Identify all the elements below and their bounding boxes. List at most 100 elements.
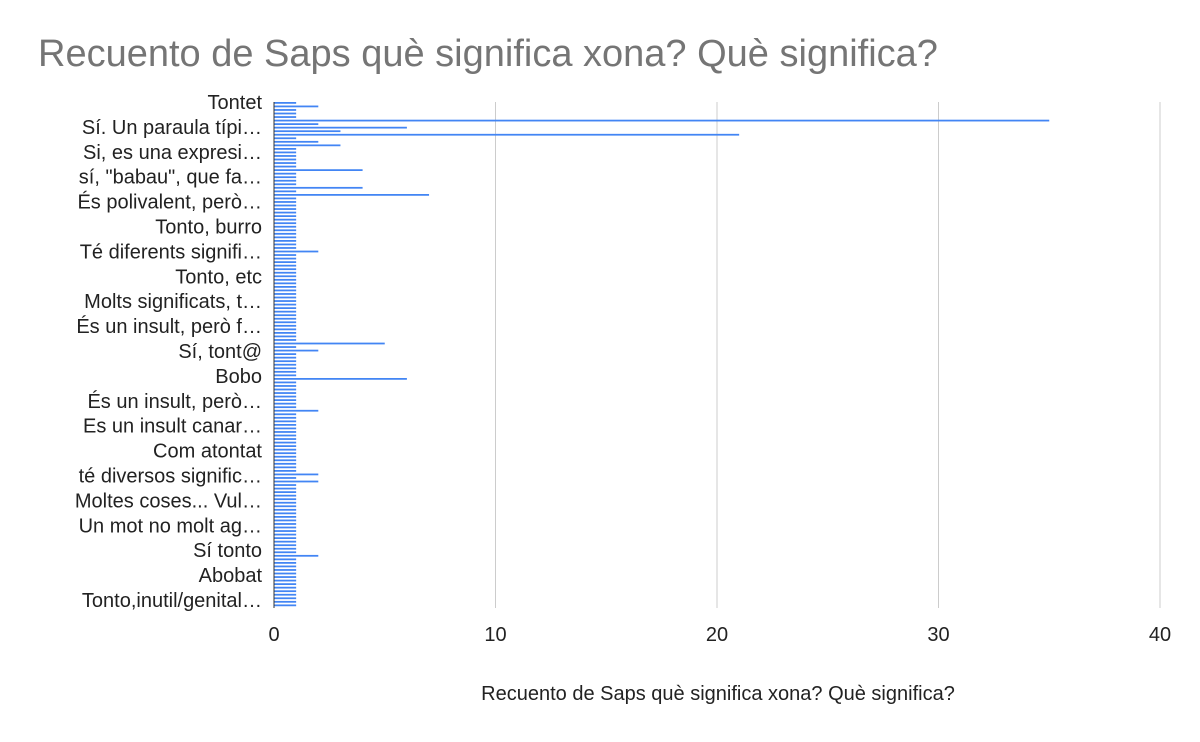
bar-81 xyxy=(274,388,297,391)
category-label-9: És un insult, però f… xyxy=(76,315,262,338)
bar-119 xyxy=(274,523,297,525)
bar-68 xyxy=(274,342,385,345)
bar-67 xyxy=(274,339,297,341)
bar-6 xyxy=(274,123,319,125)
category-label-18: Sí tonto xyxy=(193,540,262,562)
bar-25 xyxy=(274,190,297,193)
bar-112 xyxy=(274,498,297,501)
bar-106 xyxy=(274,477,297,479)
bar-93 xyxy=(274,431,297,433)
bar-44 xyxy=(274,257,297,260)
bar-82 xyxy=(274,392,297,394)
bar-136 xyxy=(274,583,297,585)
bar-128 xyxy=(274,554,319,557)
bar-76 xyxy=(274,370,297,373)
category-label-13: Es un insult canar… xyxy=(83,416,262,438)
bar-137 xyxy=(274,586,297,589)
category-label-14: Com atontat xyxy=(153,441,262,463)
x-axis-title: Recuento de Saps què significa xona? Què… xyxy=(481,683,955,705)
bar-20 xyxy=(274,172,297,175)
bar-99 xyxy=(274,452,297,455)
bar-109 xyxy=(274,487,297,490)
bar-122 xyxy=(274,533,297,536)
x-tick-label-1: 10 xyxy=(484,624,506,646)
bar-48 xyxy=(274,271,297,274)
bar-22 xyxy=(274,179,297,182)
category-label-1: Sí. Un paraula típi… xyxy=(82,117,262,139)
bar-4 xyxy=(274,116,297,118)
bar-86 xyxy=(274,406,297,409)
bar-24 xyxy=(274,186,363,189)
bar-92 xyxy=(274,427,297,430)
bar-134 xyxy=(274,576,297,578)
bar-117 xyxy=(274,516,297,518)
bar-104 xyxy=(274,470,297,472)
bar-98 xyxy=(274,448,297,451)
bar-95 xyxy=(274,438,297,440)
bar-19 xyxy=(274,169,363,171)
bar-71 xyxy=(274,353,297,355)
category-label-8: Molts significats, t… xyxy=(84,291,262,313)
bar-59 xyxy=(274,310,297,313)
bar-110 xyxy=(274,491,297,493)
bar-96 xyxy=(274,441,297,444)
bar-78 xyxy=(274,378,407,380)
bar-17 xyxy=(274,162,297,164)
bar-47 xyxy=(274,268,297,271)
bar-133 xyxy=(274,572,297,575)
x-tick-label-2: 20 xyxy=(706,624,728,646)
bar-108 xyxy=(274,484,297,486)
bar-138 xyxy=(274,590,297,593)
bar-52 xyxy=(274,286,297,288)
bar-13 xyxy=(274,148,297,150)
bar-15 xyxy=(274,155,297,157)
bar-55 xyxy=(274,296,297,299)
bar-72 xyxy=(274,356,297,359)
bar-105 xyxy=(274,473,319,476)
bar-23 xyxy=(274,183,297,186)
bar-60 xyxy=(274,314,297,317)
bar-120 xyxy=(274,526,297,529)
bar-11 xyxy=(274,140,319,143)
bar-1 xyxy=(274,105,319,108)
bar-91 xyxy=(274,424,297,426)
bar-89 xyxy=(274,416,297,419)
bar-114 xyxy=(274,505,297,508)
bar-39 xyxy=(274,240,297,242)
category-label-17: Un mot no molt ag… xyxy=(79,515,262,537)
bar-38 xyxy=(274,236,297,239)
bars xyxy=(273,102,1050,608)
bar-83 xyxy=(274,395,297,398)
bar-115 xyxy=(274,508,297,511)
bar-41 xyxy=(274,247,297,249)
bar-8 xyxy=(274,130,341,133)
bar-36 xyxy=(274,229,297,232)
bar-9 xyxy=(274,133,740,136)
bar-28 xyxy=(274,201,297,203)
bar-66 xyxy=(274,335,297,338)
bar-64 xyxy=(274,328,297,331)
category-label-2: Si, es una expresi… xyxy=(83,142,262,164)
bar-34 xyxy=(274,222,297,225)
bar-46 xyxy=(274,264,297,267)
bar-101 xyxy=(274,459,297,462)
bar-85 xyxy=(274,402,297,405)
bar-75 xyxy=(274,367,297,370)
x-tick-label-0: 0 xyxy=(268,624,279,646)
category-label-11: Bobo xyxy=(215,366,262,388)
bar-139 xyxy=(274,593,297,596)
bar-126 xyxy=(274,547,297,550)
bar-74 xyxy=(274,363,297,366)
bar-7 xyxy=(274,126,407,129)
bar-142 xyxy=(274,604,297,607)
bar-33 xyxy=(274,218,297,221)
bar-57 xyxy=(274,303,297,306)
bar-65 xyxy=(274,332,297,334)
bar-103 xyxy=(274,466,297,469)
bar-80 xyxy=(274,385,297,387)
bar-53 xyxy=(274,289,297,292)
bar-140 xyxy=(274,597,297,600)
bar-113 xyxy=(274,501,297,504)
x-tick-label-4: 40 xyxy=(1149,624,1171,646)
bar-10 xyxy=(274,137,297,140)
